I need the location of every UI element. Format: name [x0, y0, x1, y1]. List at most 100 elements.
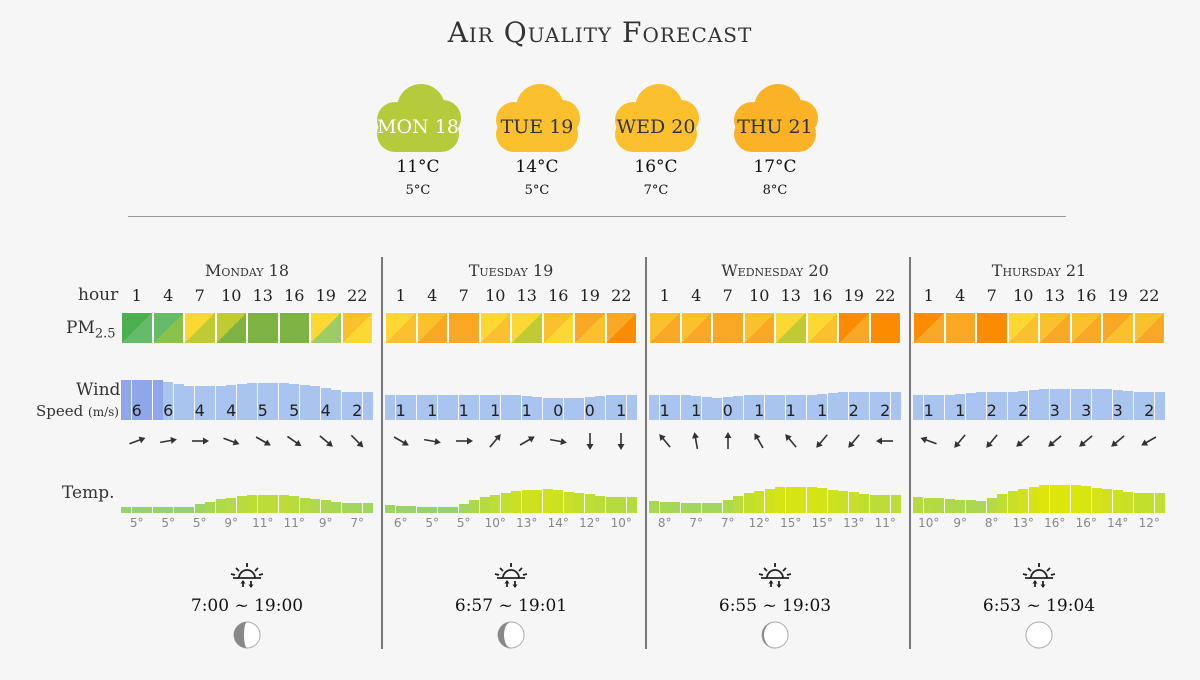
day-cloud-3[interactable]: THU 21: [724, 82, 826, 154]
wind-speed-value: 1: [395, 401, 406, 420]
wind-bar: [659, 395, 670, 420]
high-temp: 14°C: [515, 157, 559, 177]
pm-cell[interactable]: [385, 312, 417, 344]
hour-label: 19: [1107, 286, 1128, 305]
day-name: Wednesday 20: [721, 261, 829, 280]
pm-cell[interactable]: [976, 312, 1008, 344]
wind-bar: [986, 392, 997, 420]
pm-cell[interactable]: [416, 312, 448, 344]
hour-label: 7: [194, 286, 205, 305]
temp-bar: [733, 496, 743, 513]
temp-value: 9°: [318, 516, 333, 530]
pm-cell[interactable]: [310, 312, 342, 344]
pm-cell[interactable]: [605, 312, 637, 344]
temp-value: 13°: [843, 516, 865, 530]
temp-bar: [268, 495, 278, 513]
pm-cell[interactable]: [479, 312, 511, 344]
temp-bar: [670, 502, 680, 513]
sunrise-sunset-time: 7:00 ~ 19:00: [190, 596, 304, 616]
wind-speed-value: 1: [754, 401, 765, 420]
temp-bar: [385, 505, 395, 513]
pm-cell[interactable]: [712, 312, 744, 344]
temp-bar: [247, 495, 257, 513]
day-cloud-label: TUE 19: [500, 116, 574, 138]
pm-cell[interactable]: [1007, 312, 1039, 344]
temp-bar: [395, 505, 406, 513]
pm-cell[interactable]: [184, 312, 216, 344]
wind-bar: [775, 395, 785, 420]
temp-bar: [785, 487, 796, 513]
temp-bar: [257, 495, 268, 513]
pm-cell[interactable]: [1102, 312, 1134, 344]
wind-direction-arrow-icon: [480, 428, 510, 454]
pm-cell[interactable]: [1070, 312, 1102, 344]
temp-bar: [490, 495, 500, 513]
temp-bar: [997, 494, 1007, 513]
temp-bar: [775, 487, 785, 513]
temp-value: 5°: [456, 516, 471, 530]
pm-cell[interactable]: [121, 312, 153, 344]
pm-cell[interactable]: [869, 312, 901, 344]
pm-cell[interactable]: [1039, 312, 1071, 344]
pm-cell[interactable]: [152, 312, 184, 344]
temp-bar: [320, 500, 331, 513]
pm-cell[interactable]: [1133, 312, 1165, 344]
wind-direction-arrow-icon: [311, 428, 341, 454]
temp-bar: [427, 507, 437, 513]
pm-cell[interactable]: [838, 312, 870, 344]
day-cloud-2[interactable]: WED 20: [605, 82, 707, 154]
wind-bar: [511, 395, 521, 420]
pm-cell[interactable]: [247, 312, 279, 344]
temp-bar: [152, 507, 163, 513]
pm-cell[interactable]: [278, 312, 310, 344]
wind-direction-arrow-icon: [977, 428, 1007, 454]
hour-label: 10: [749, 286, 770, 305]
wind-bar: [563, 398, 574, 420]
wind-direction-arrow-icon: [512, 428, 542, 454]
temp-bar: [701, 503, 712, 513]
temp-value: 11°: [283, 516, 305, 530]
wind-bar: [817, 394, 827, 420]
temp-bar: [859, 493, 869, 513]
wind-bar: [595, 396, 605, 420]
wind-bar: [626, 395, 637, 420]
pm-cell[interactable]: [511, 312, 543, 344]
divider: [128, 216, 1066, 217]
temp-bar: [532, 489, 542, 513]
pm-cell[interactable]: [542, 312, 574, 344]
temp-value: 7°: [720, 516, 735, 530]
wind-speed-value: 5: [289, 401, 300, 420]
pm-cell[interactable]: [680, 312, 712, 344]
pm-cell[interactable]: [806, 312, 838, 344]
temp-bar: [764, 489, 775, 513]
wind-bar: [278, 383, 289, 420]
low-temp: 7°C: [643, 183, 669, 198]
wind-direction-arrow-icon: [185, 428, 215, 454]
sunrise-sunset-icon: [491, 560, 531, 590]
temp-bar: [838, 491, 848, 513]
temp-bar: [574, 493, 584, 513]
wind-bar: [341, 392, 352, 420]
temp-value: 16°: [1075, 516, 1097, 530]
pm-cell[interactable]: [649, 312, 681, 344]
pm-cell[interactable]: [215, 312, 247, 344]
hour-row-label: hour: [78, 285, 119, 305]
wind-direction-arrow-icon: [449, 428, 479, 454]
pm-cell[interactable]: [775, 312, 807, 344]
wind-bar: [827, 393, 838, 420]
temp-value: 12°: [1138, 516, 1160, 530]
day-cloud-1[interactable]: TUE 19: [486, 82, 588, 154]
temp-bar: [955, 499, 965, 513]
pm-cell[interactable]: [341, 312, 373, 344]
pm-cell[interactable]: [743, 312, 775, 344]
temp-bar: [194, 504, 205, 513]
wind-bar: [542, 398, 553, 420]
pm-cell[interactable]: [574, 312, 606, 344]
wind-bar: [691, 396, 701, 420]
day-cloud-0[interactable]: MON 18: [367, 82, 469, 154]
hour-label: 16: [812, 286, 833, 305]
pm-cell[interactable]: [913, 312, 945, 344]
pm-cell[interactable]: [944, 312, 976, 344]
pm-cell[interactable]: [448, 312, 480, 344]
wind-direction-arrow-icon: [248, 428, 278, 454]
